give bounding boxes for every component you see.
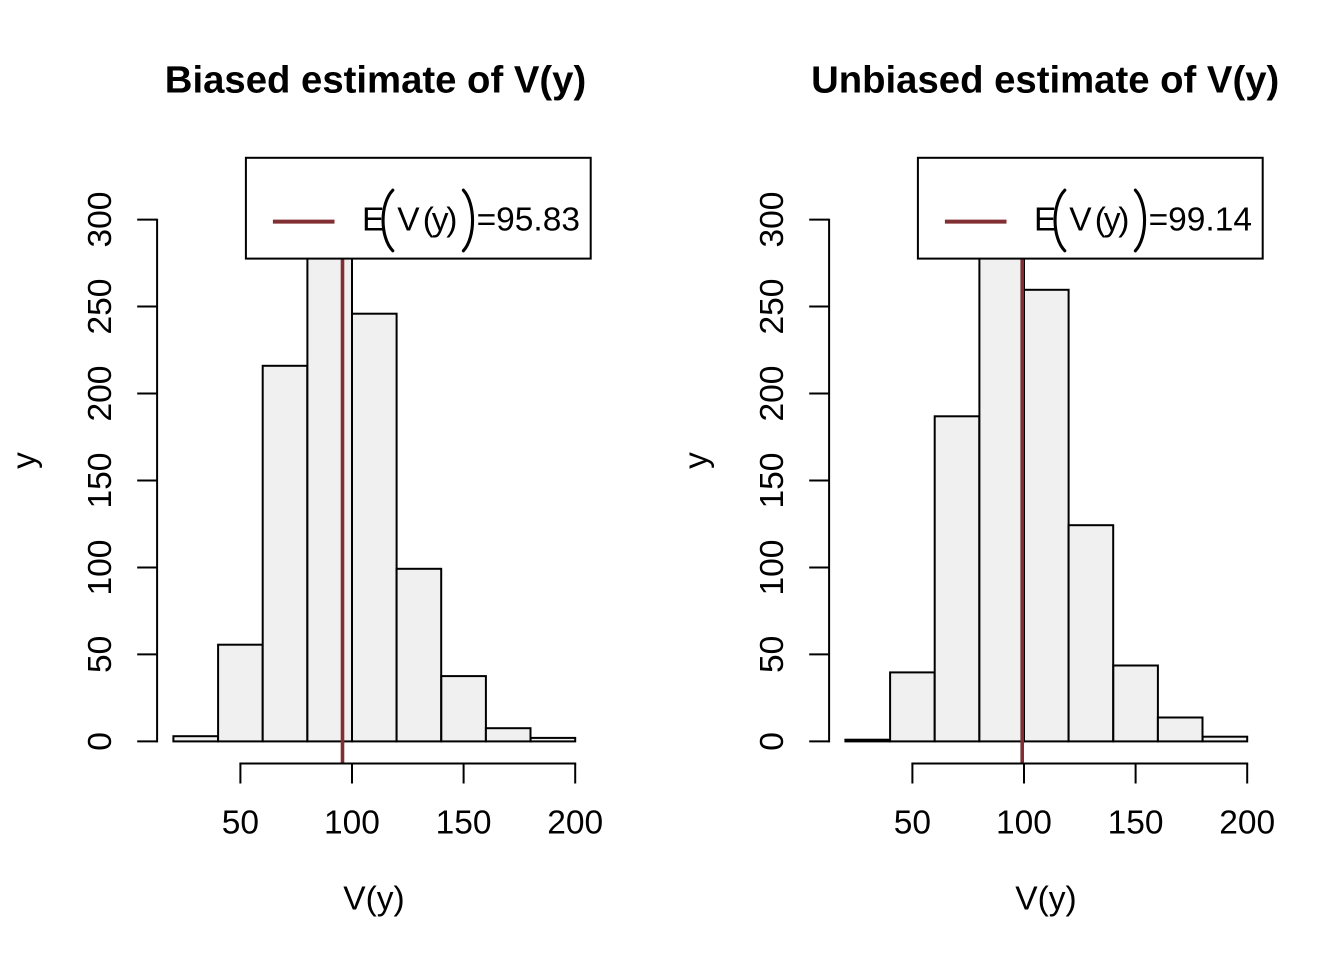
svg-text:50: 50 [894, 805, 931, 842]
svg-text:E: E [362, 202, 384, 239]
svg-text:=95.83: =95.83 [477, 202, 580, 239]
svg-text:200: 200 [754, 366, 791, 422]
svg-text:): ) [1118, 202, 1129, 239]
svg-text:V: V [1069, 202, 1092, 239]
svg-text:y: y [432, 202, 449, 239]
svg-text:V(y): V(y) [343, 881, 404, 918]
svg-text:200: 200 [547, 805, 603, 842]
svg-text:0: 0 [754, 732, 791, 751]
svg-text:200: 200 [1219, 805, 1275, 842]
svg-text:V: V [397, 202, 420, 239]
svg-text:E: E [1034, 202, 1056, 239]
svg-text:0: 0 [82, 732, 119, 751]
svg-text:150: 150 [754, 453, 791, 509]
svg-text:300: 300 [82, 192, 119, 248]
svg-text:50: 50 [82, 636, 119, 673]
svg-text:100: 100 [754, 540, 791, 596]
svg-text:(: ( [423, 202, 434, 239]
svg-text:Unbiased estimate of V(y): Unbiased estimate of V(y) [811, 59, 1279, 102]
svg-text:100: 100 [82, 540, 119, 596]
svg-text:250: 250 [754, 279, 791, 335]
svg-text:Biased estimate of V(y): Biased estimate of V(y) [165, 59, 586, 102]
svg-text:200: 200 [82, 366, 119, 422]
svg-text:(: ( [1095, 202, 1106, 239]
svg-text:y: y [678, 452, 715, 469]
svg-text:100: 100 [324, 805, 380, 842]
svg-text:=99.14: =99.14 [1149, 202, 1252, 239]
svg-text:100: 100 [996, 805, 1052, 842]
svg-text:V(y): V(y) [1015, 881, 1076, 918]
svg-text:250: 250 [82, 279, 119, 335]
svg-text:): ) [446, 202, 457, 239]
svg-text:150: 150 [82, 453, 119, 509]
svg-text:50: 50 [754, 636, 791, 673]
svg-text:50: 50 [222, 805, 259, 842]
svg-text:150: 150 [1108, 805, 1164, 842]
svg-text:y: y [1104, 202, 1121, 239]
svg-text:y: y [6, 452, 43, 469]
svg-text:300: 300 [754, 192, 791, 248]
svg-text:150: 150 [436, 805, 492, 842]
